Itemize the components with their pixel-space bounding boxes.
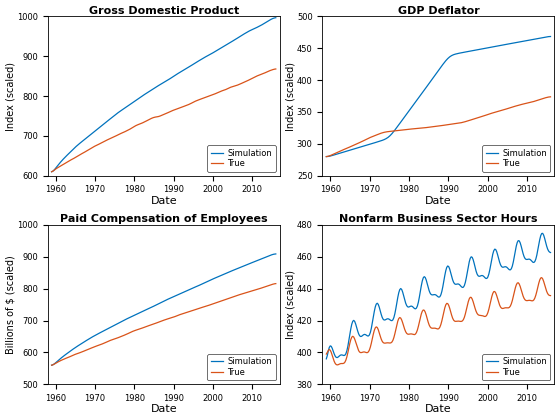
Simulation [272, 15, 279, 20]
Title: Paid Compensation of Employees: Paid Compensation of Employees [60, 214, 268, 224]
Simulation [505, 42, 512, 47]
Simulation [500, 265, 507, 270]
Simulation [505, 266, 512, 271]
X-axis label: Date: Date [151, 404, 177, 415]
True [334, 362, 340, 368]
Title: GDP Deflator: GDP Deflator [398, 5, 479, 16]
Simulation [230, 268, 237, 273]
Simulation [226, 270, 232, 275]
True [364, 136, 371, 141]
True [270, 281, 277, 286]
Line: Simulation: Simulation [52, 18, 276, 172]
True [90, 145, 96, 150]
True [125, 128, 132, 133]
Legend: Simulation, True: Simulation, True [482, 145, 550, 171]
X-axis label: Date: Date [151, 196, 177, 206]
Line: Simulation: Simulation [326, 37, 550, 157]
True [501, 305, 508, 310]
True [48, 363, 55, 368]
Simulation [323, 356, 330, 361]
True [270, 67, 277, 72]
True [500, 108, 507, 113]
Simulation [256, 24, 263, 29]
True [272, 281, 279, 286]
True [230, 84, 237, 89]
True [125, 331, 132, 336]
Line: Simulation: Simulation [52, 254, 276, 365]
Legend: Simulation, True: Simulation, True [207, 354, 276, 380]
True [230, 294, 237, 299]
True [323, 352, 330, 357]
True [494, 297, 501, 302]
Line: True: True [52, 69, 276, 172]
Simulation [323, 154, 330, 159]
Simulation [539, 231, 546, 236]
Simulation [48, 169, 55, 174]
X-axis label: Date: Date [425, 196, 452, 206]
True [505, 106, 512, 111]
Line: True: True [52, 284, 276, 365]
True [545, 94, 552, 100]
Simulation [270, 252, 277, 257]
Line: True: True [326, 97, 550, 157]
Legend: Simulation, True: Simulation, True [482, 354, 550, 380]
Simulation [230, 38, 237, 43]
Simulation [270, 16, 277, 21]
Simulation [90, 130, 96, 135]
True [323, 154, 330, 159]
Simulation [530, 260, 537, 265]
True [531, 296, 538, 301]
Simulation [364, 142, 371, 147]
Title: Gross Domestic Product: Gross Domestic Product [88, 5, 239, 16]
Simulation [364, 333, 371, 339]
True [547, 293, 554, 298]
True [226, 86, 232, 91]
Simulation [90, 334, 96, 339]
Line: Simulation: Simulation [326, 234, 550, 359]
True [48, 169, 55, 174]
True [399, 128, 406, 133]
Title: Nonfarm Business Sector Hours: Nonfarm Business Sector Hours [339, 214, 538, 224]
Simulation [256, 257, 263, 262]
Simulation [399, 290, 406, 295]
Simulation [48, 363, 55, 368]
Simulation [399, 117, 406, 122]
True [400, 323, 407, 328]
True [530, 99, 537, 104]
Line: True: True [326, 278, 550, 365]
Y-axis label: Index (scaled): Index (scaled) [285, 270, 295, 339]
True [538, 275, 545, 280]
X-axis label: Date: Date [425, 404, 452, 415]
True [547, 94, 554, 100]
True [90, 345, 96, 350]
True [226, 296, 232, 301]
True [365, 349, 372, 354]
True [256, 73, 263, 78]
Simulation [545, 34, 552, 39]
Simulation [546, 249, 553, 255]
Simulation [272, 252, 279, 257]
Y-axis label: Index (scaled): Index (scaled) [286, 61, 296, 131]
Simulation [500, 42, 507, 47]
True [272, 66, 279, 71]
Simulation [125, 316, 132, 321]
Legend: Simulation, True: Simulation, True [207, 145, 276, 171]
True [256, 286, 263, 291]
True [506, 305, 513, 310]
Simulation [530, 37, 537, 42]
Y-axis label: Index (scaled): Index (scaled) [6, 61, 16, 131]
Simulation [547, 34, 554, 39]
Simulation [125, 103, 132, 108]
Simulation [547, 250, 554, 255]
Y-axis label: Billions of $ (scaled): Billions of $ (scaled) [6, 255, 16, 354]
Simulation [226, 41, 232, 46]
